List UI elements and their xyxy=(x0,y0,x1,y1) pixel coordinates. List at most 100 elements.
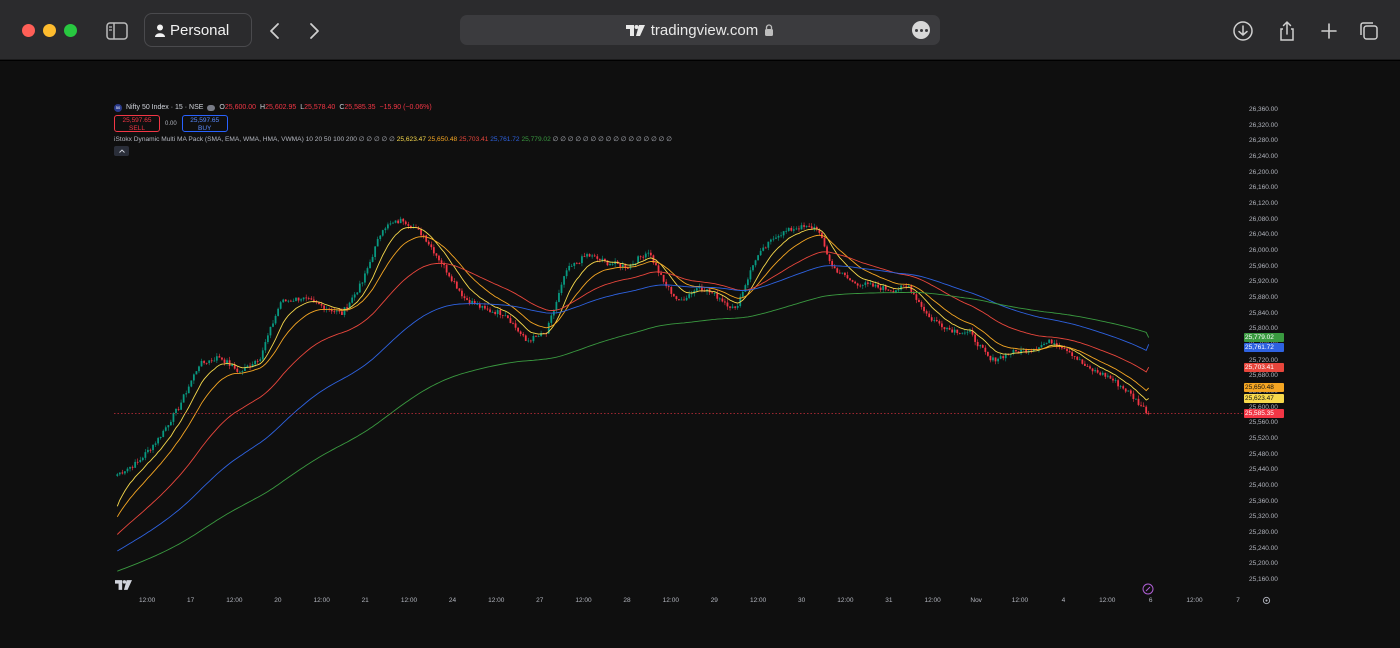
candle-body xyxy=(639,256,642,258)
candle-body xyxy=(471,301,474,304)
profile-button[interactable]: Personal xyxy=(144,13,252,47)
candle-body xyxy=(627,267,629,269)
candle-body xyxy=(172,413,175,422)
ma200-line xyxy=(117,291,1150,572)
price-axis-label: 26,200.00 xyxy=(1249,168,1278,176)
candle-body xyxy=(724,301,726,303)
chart-pane[interactable]: 50 Nifty 50 Index · 15 · NSE O25,600.00 … xyxy=(0,61,1400,648)
candle-body xyxy=(1081,359,1084,364)
candle-body xyxy=(228,360,231,367)
go-to-realtime-icon[interactable] xyxy=(1142,583,1154,595)
close-window-button[interactable] xyxy=(22,24,35,37)
time-axis-label: Nov xyxy=(970,597,982,604)
candle-body xyxy=(399,218,402,224)
price-axis-label: 25,840.00 xyxy=(1249,309,1278,317)
close-label: C xyxy=(339,104,345,111)
candle-body xyxy=(1119,386,1122,387)
price-axis-label: 26,120.00 xyxy=(1249,200,1278,207)
candle-body xyxy=(274,315,277,324)
candle-body xyxy=(698,287,701,289)
candle-body xyxy=(1073,355,1076,357)
candle-body xyxy=(989,355,992,361)
candle-body xyxy=(759,250,762,256)
candle-body xyxy=(529,340,532,342)
sell-button[interactable]: 25,597.65 SELL xyxy=(114,115,160,132)
price-axis-label: 25,600.00 xyxy=(1249,403,1278,411)
candle-body xyxy=(838,272,841,274)
candle-body xyxy=(678,299,680,300)
gear-icon[interactable] xyxy=(1262,596,1271,605)
candle-body xyxy=(649,252,652,256)
time-axis-label: 12:00 xyxy=(924,597,941,604)
candle-body xyxy=(335,310,338,312)
address-bar[interactable]: tradingview.com xyxy=(460,15,940,45)
more-icon[interactable] xyxy=(912,21,930,39)
candle-body xyxy=(200,360,203,367)
candle-body xyxy=(157,438,160,444)
candle-body xyxy=(695,288,698,291)
minimize-window-button[interactable] xyxy=(43,24,56,37)
spread-value: 0.00 xyxy=(165,120,177,127)
tradingview-watermark-icon[interactable] xyxy=(115,580,132,590)
price-tag: 25,623.47 xyxy=(1244,393,1284,403)
candle-body xyxy=(928,313,931,318)
candle-body xyxy=(277,308,280,316)
candle-body xyxy=(256,360,259,362)
candle-body xyxy=(644,253,647,258)
candle-body xyxy=(167,425,170,428)
candle-body xyxy=(358,283,361,293)
candle-body xyxy=(1084,363,1086,366)
candle-body xyxy=(718,298,721,300)
candle-body xyxy=(1109,375,1112,379)
candle-body xyxy=(974,334,977,342)
candle-body xyxy=(769,239,772,242)
back-icon[interactable] xyxy=(266,21,284,41)
candle-body xyxy=(1099,372,1102,375)
candle-body xyxy=(427,241,430,245)
open-value: 25,600.00 xyxy=(224,104,257,111)
candle-body xyxy=(519,331,522,335)
sidebar-icon[interactable] xyxy=(106,22,128,40)
forward-icon[interactable] xyxy=(305,21,323,41)
price-chart[interactable] xyxy=(0,61,1400,648)
candle-body xyxy=(236,368,239,372)
zoom-window-button[interactable] xyxy=(64,24,77,37)
indicator-trailing: ∅ ∅ ∅ ∅ ∅ ∅ ∅ ∅ ∅ ∅ ∅ ∅ ∅ ∅ ∅ ∅ xyxy=(552,136,673,143)
new-tab-icon[interactable] xyxy=(1318,20,1340,42)
candle-body xyxy=(353,294,356,298)
candle-body xyxy=(289,300,292,302)
indicator-legend[interactable]: iStokx Dynamic Multi MA Pack (SMA, EMA, … xyxy=(114,135,672,143)
candle-body xyxy=(1147,413,1150,415)
share-icon[interactable] xyxy=(1276,20,1298,42)
price-axis-label: 25,240.00 xyxy=(1249,544,1278,552)
candle-body xyxy=(772,238,775,240)
candle-body xyxy=(537,336,540,337)
candle-body xyxy=(798,228,800,230)
candle-body xyxy=(389,223,392,225)
candle-body xyxy=(226,360,228,363)
candle-body xyxy=(154,443,157,445)
buy-button[interactable]: 25,597.65 BUY xyxy=(181,115,228,132)
candle-body xyxy=(1078,359,1081,361)
candle-body xyxy=(634,263,637,265)
candle-body xyxy=(619,263,622,268)
symbol-row: 50 Nifty 50 Index · 15 · NSE O25,600.00 … xyxy=(114,102,672,113)
candle-body xyxy=(134,461,137,468)
candle-body xyxy=(547,322,550,334)
symbol-title[interactable]: Nifty 50 Index · 15 · NSE xyxy=(126,104,204,111)
time-axis-label: 17 xyxy=(187,597,195,604)
download-icon[interactable] xyxy=(1232,20,1254,42)
collapse-legend-button[interactable] xyxy=(114,146,129,156)
candle-body xyxy=(629,264,632,269)
candle-body xyxy=(364,273,366,283)
candle-body xyxy=(961,332,964,334)
candle-body xyxy=(486,308,489,310)
tabs-overview-icon[interactable] xyxy=(1358,20,1380,42)
candle-body xyxy=(491,311,494,313)
candle-body xyxy=(402,218,405,222)
ma20-line xyxy=(116,234,1150,518)
candle-body xyxy=(660,272,662,275)
candle-body xyxy=(318,302,320,305)
profile-label: Personal xyxy=(170,21,230,39)
candle-body xyxy=(484,305,486,309)
